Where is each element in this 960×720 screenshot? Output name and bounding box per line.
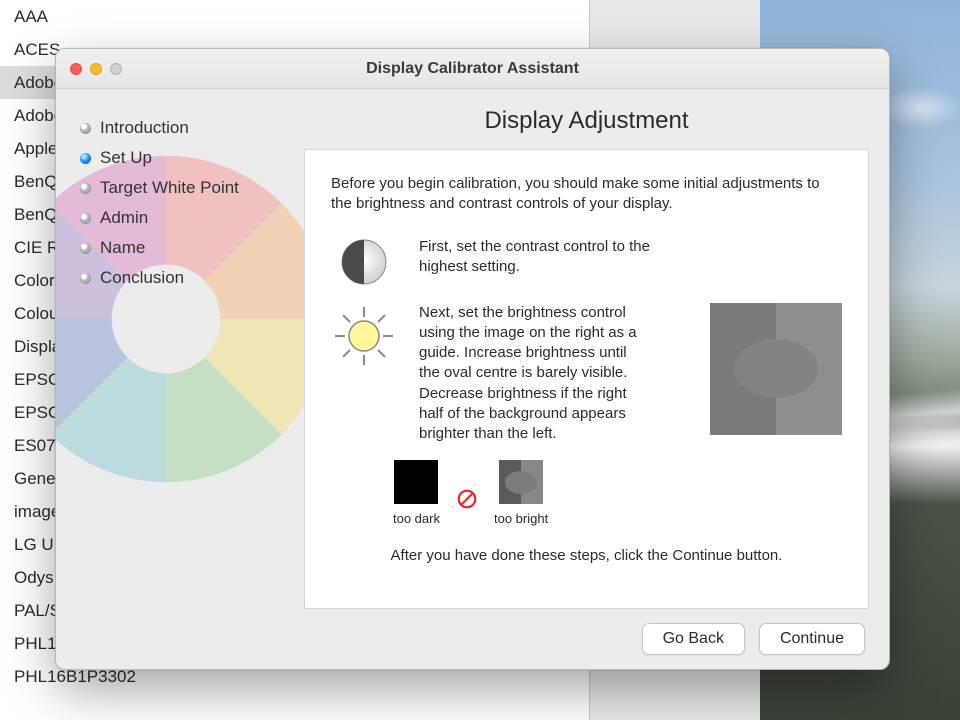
step-item: Introduction [80,113,288,143]
titlebar[interactable]: Display Calibrator Assistant [56,49,889,89]
button-bar: Go Back Continue [304,609,869,655]
step-label: Set Up [100,148,152,168]
window-controls [70,63,122,75]
step-item: Name [80,233,288,263]
step-bullet-icon [80,243,91,254]
calibrator-assistant-window: Display Calibrator Assistant Introductio… [55,48,890,670]
contrast-text: First, set the contrast control to the h… [419,237,669,278]
step-item: Set Up [80,143,288,173]
too-dark-label: too dark [393,510,440,528]
brightness-guide-image [710,303,842,435]
step-label: Admin [100,208,148,228]
step-label: Target White Point [100,178,239,198]
page-title: Display Adjustment [304,107,869,135]
step-bullet-icon [80,123,91,134]
go-back-button[interactable]: Go Back [642,623,745,655]
footer-text: After you have done these steps, click t… [331,546,842,566]
step-bullet-icon [80,273,91,284]
step-label: Introduction [100,118,189,138]
step-item: Conclusion [80,263,288,293]
too-bright-label: too bright [494,510,548,528]
step-bullet-icon [80,183,91,194]
step-bullet-icon [80,153,91,164]
close-button[interactable] [70,63,82,75]
contrast-icon [339,237,389,287]
brightness-examples: too dark too bright [393,460,842,528]
window-title: Display Calibrator Assistant [56,60,889,78]
step-label: Name [100,238,145,258]
minimize-button[interactable] [90,63,102,75]
brightness-text: Next, set the brightness control using t… [419,303,650,445]
brightness-icon [331,303,397,369]
step-item: Target White Point [80,173,288,203]
brightness-row: Next, set the brightness control using t… [331,303,842,445]
step-label: Conclusion [100,268,184,288]
steps-list: Introduction Set Up Target White Point Admi… [80,113,288,293]
step-bullet-icon [80,213,91,224]
continue-button[interactable]: Continue [759,623,865,655]
steps-sidebar: Introduction Set Up Target White Point Admi… [56,89,304,669]
contrast-row: First, set the contrast control to the h… [331,237,842,287]
zoom-button[interactable] [110,63,122,75]
step-item: Admin [80,203,288,233]
profile-item[interactable]: AAA [0,0,589,33]
forbidden-icon [456,488,478,510]
too-dark-example: too dark [393,460,440,528]
content-panel: Before you begin calibration, you should… [304,149,869,609]
intro-text: Before you begin calibration, you should… [331,174,842,215]
too-bright-example: too bright [494,460,548,528]
